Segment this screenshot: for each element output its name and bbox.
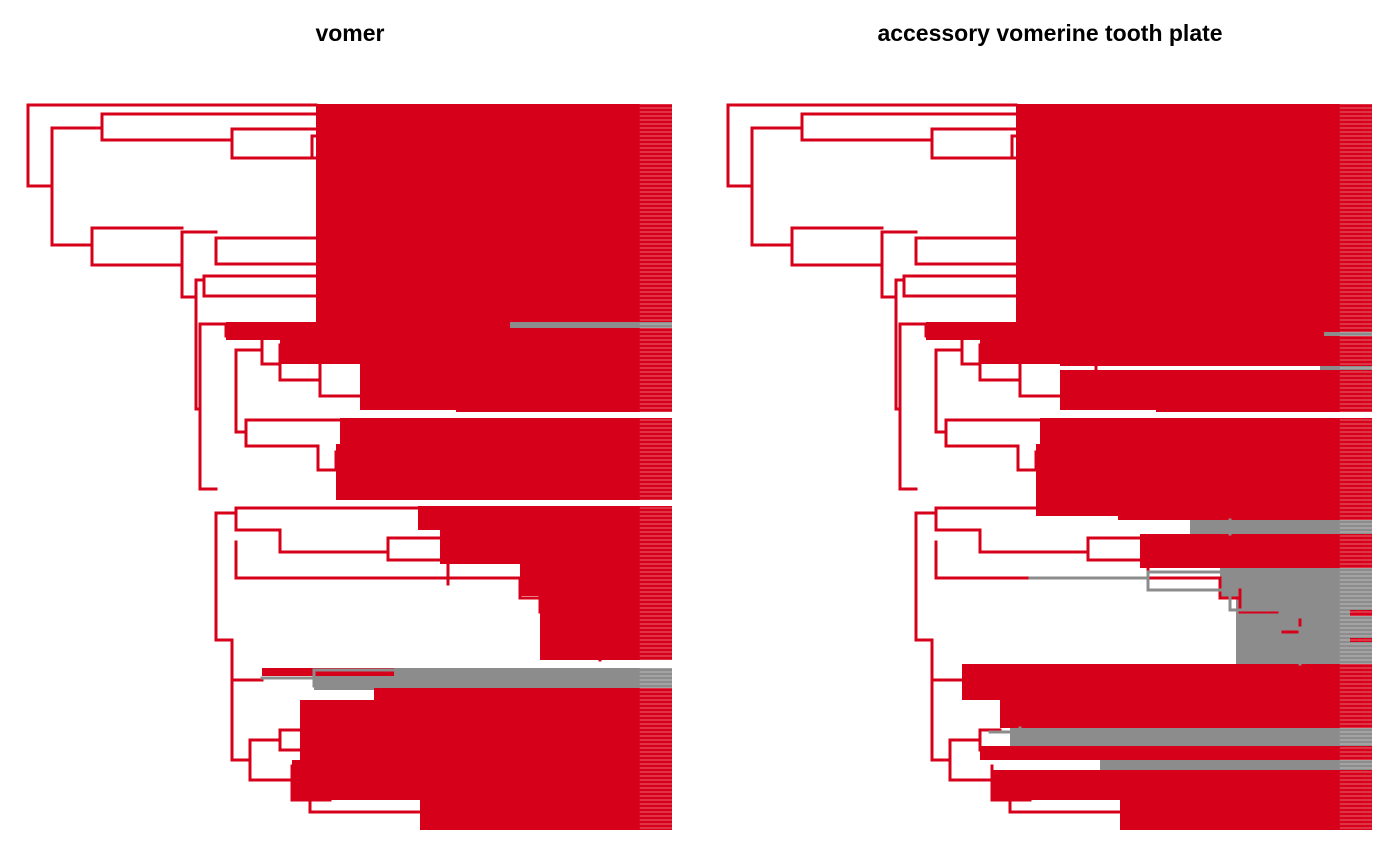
tip-fan: [300, 700, 672, 760]
tip-fan: [380, 122, 672, 140]
tip-fan: [420, 800, 672, 830]
tip-fan: [1156, 384, 1372, 412]
tip-fan: [1300, 296, 1372, 322]
tip-fan: [1140, 194, 1372, 226]
tip-fan: [374, 688, 672, 700]
phylogeny-tree: [26, 103, 673, 830]
tip-fan: [520, 150, 672, 192]
tip-fan: [1040, 418, 1372, 444]
panel-title: accessory vomerine tooth plate: [877, 20, 1223, 46]
tip-fan: [1080, 122, 1372, 140]
tip-fan: [440, 194, 672, 226]
tip-fan: [1036, 444, 1372, 516]
tree-panel-accessory-vomerine-tooth-plate: accessory vomerine tooth plate: [700, 0, 1400, 865]
tip-fan: [1010, 728, 1372, 746]
tip-fan: [1100, 760, 1372, 770]
tip-fan: [1140, 534, 1372, 568]
panel-title: vomer: [315, 20, 385, 46]
tip-fan: [480, 676, 672, 690]
tip-fan: [292, 760, 672, 800]
tip-fan: [440, 530, 672, 564]
tip-fan: [418, 506, 672, 530]
tip-fan: [1324, 332, 1372, 336]
tip-fan: [340, 418, 672, 444]
tip-fan: [1220, 150, 1372, 192]
tip-fan: [394, 668, 672, 676]
tip-fan: [1118, 506, 1372, 520]
tip-fan: [510, 322, 672, 328]
tree-panel-vomer: vomer: [26, 20, 673, 830]
tip-fan: [992, 770, 1372, 800]
tip-fan: [600, 296, 672, 322]
tip-fan: [1060, 350, 1372, 366]
tip-fan: [980, 746, 1372, 760]
tip-fan: [1120, 800, 1372, 830]
phylogeny-tree: [726, 103, 1373, 830]
tip-fan: [962, 664, 1372, 700]
tip-fan: [1000, 700, 1372, 728]
tip-fan: [926, 322, 1372, 340]
tip-fan: [456, 384, 672, 412]
tip-fan: [1350, 610, 1372, 616]
tip-fan: [1190, 520, 1372, 534]
tip-fan: [1220, 568, 1372, 598]
